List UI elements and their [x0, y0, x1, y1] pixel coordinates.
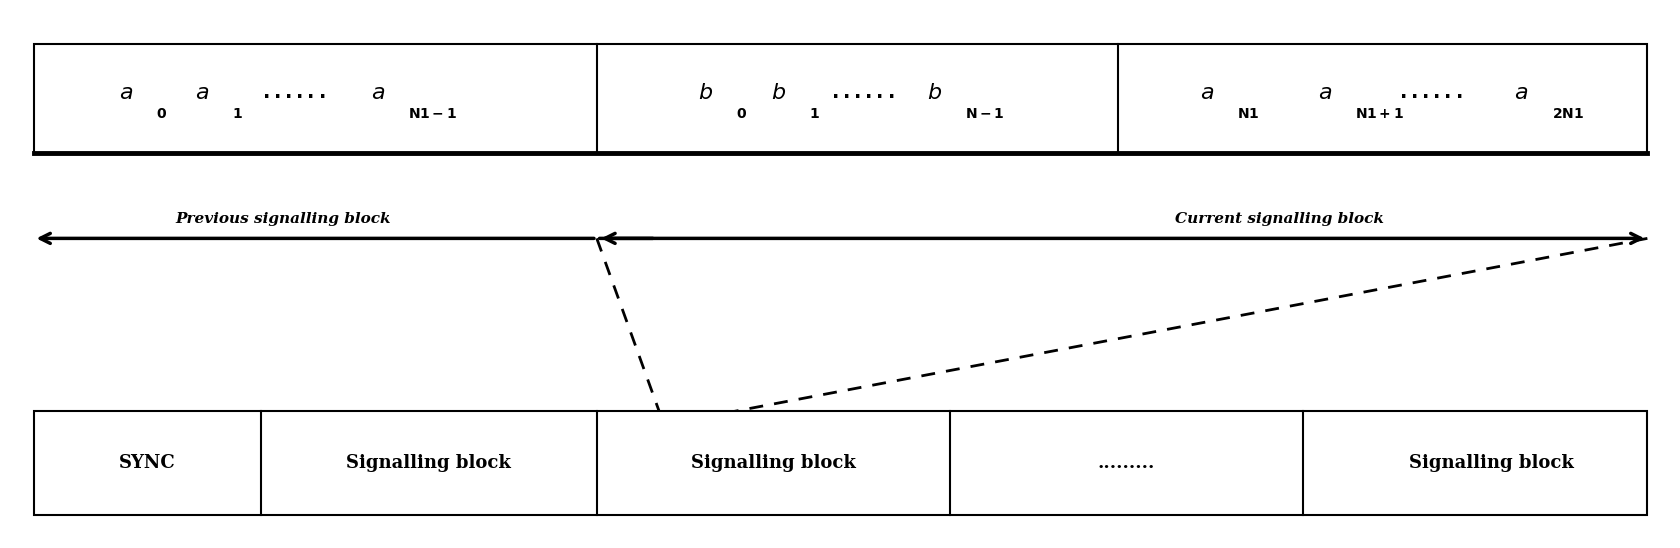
Text: $\mathbf{0}$: $\mathbf{0}$: [736, 107, 748, 121]
Text: $\mathbf{......}$: $\mathbf{......}$: [830, 84, 894, 102]
Text: $\mathbf{......}$: $\mathbf{......}$: [1398, 84, 1462, 102]
Text: $\mathit{b}$: $\mathit{b}$: [699, 82, 712, 104]
Bar: [34, 411, 1646, 515]
Text: $\mathit{a}$: $\mathit{a}$: [195, 82, 208, 104]
Text: $\mathit{a}$: $\mathit{a}$: [1200, 82, 1213, 104]
Text: $\mathbf{2N1}$: $\mathbf{2N1}$: [1551, 107, 1583, 121]
Text: $\mathbf{1}$: $\mathbf{1}$: [232, 107, 242, 121]
Text: Signalling block: Signalling block: [1408, 454, 1574, 472]
Text: $\mathbf{N-1}$: $\mathbf{N-1}$: [964, 107, 1003, 121]
Text: Signalling block: Signalling block: [690, 454, 855, 472]
Text: $\mathbf{N1-1}$: $\mathbf{N1-1}$: [408, 107, 457, 121]
Text: Previous signalling block: Previous signalling block: [176, 212, 391, 226]
Text: $\mathbf{N1+1}$: $\mathbf{N1+1}$: [1354, 107, 1403, 121]
Text: $\mathit{a}$: $\mathit{a}$: [1317, 82, 1331, 104]
Text: .........: .........: [1097, 454, 1154, 472]
Text: $\mathit{a}$: $\mathit{a}$: [119, 82, 133, 104]
Text: $\mathbf{......}$: $\mathbf{......}$: [262, 84, 326, 102]
Text: SYNC: SYNC: [119, 454, 175, 472]
Text: $\mathit{a}$: $\mathit{a}$: [1514, 82, 1527, 104]
Text: $\mathit{b}$: $\mathit{b}$: [927, 82, 941, 104]
Text: $\mathbf{0}$: $\mathbf{0}$: [156, 107, 168, 121]
Text: $\mathit{b}$: $\mathit{b}$: [771, 82, 785, 104]
Bar: [34, 44, 1646, 153]
Text: Signalling block: Signalling block: [346, 454, 511, 472]
Text: Current signalling block: Current signalling block: [1174, 212, 1383, 226]
Text: $\mathbf{N1}$: $\mathbf{N1}$: [1236, 107, 1258, 121]
Text: $\mathit{a}$: $\mathit{a}$: [371, 82, 385, 104]
Text: $\mathbf{1}$: $\mathbf{1}$: [808, 107, 818, 121]
